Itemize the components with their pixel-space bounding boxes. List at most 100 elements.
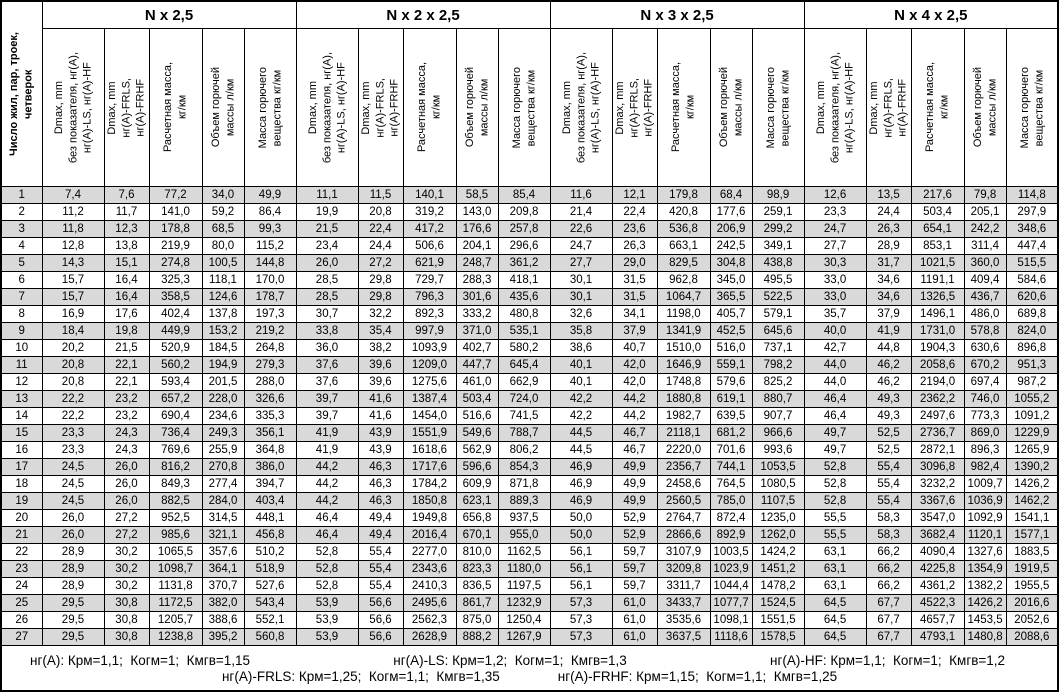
- footnote-line-2: нг(А)-FRLS: Крм=1,25; Когм=1,1; Кмгв=1,3…: [2, 668, 1057, 686]
- data-cell: 178,7: [243, 288, 297, 306]
- table-row: 25 29,5 30,8 1172,5 382,0 543,4 53,9 56,6 2495,6…: [0, 594, 1059, 612]
- data-cell: 15,7: [41, 288, 105, 306]
- data-cell: 382,0: [201, 594, 245, 612]
- data-cell: 1451,2: [751, 560, 805, 578]
- data-cell: 30,2: [103, 543, 150, 561]
- data-cell: 28,9: [41, 543, 105, 561]
- data-cell: 64,5: [803, 594, 867, 612]
- data-cell: 43,9: [357, 424, 404, 442]
- data-cell: 2872,1: [910, 441, 965, 459]
- data-cell: 4657,7: [910, 611, 965, 629]
- data-cell: 1578,5: [751, 628, 805, 646]
- data-cell: 966,6: [751, 424, 805, 442]
- data-cell: 2628,9: [402, 628, 457, 646]
- data-cell: 1003,5: [709, 543, 753, 561]
- data-cell: 67,7: [865, 611, 912, 629]
- data-cell: 982,4: [963, 458, 1007, 476]
- data-cell: 34,1: [611, 305, 658, 323]
- data-cell: 40,7: [611, 339, 658, 357]
- data-cell: 1080,5: [751, 475, 805, 493]
- data-cell: 50,0: [549, 526, 613, 544]
- data-cell: 510,2: [243, 543, 297, 561]
- data-cell: 810,0: [455, 543, 499, 561]
- data-cell: 333,2: [455, 305, 499, 323]
- data-cell: 35,4: [357, 322, 404, 340]
- data-cell: 15,1: [103, 254, 150, 272]
- data-cell: 403,4: [243, 492, 297, 510]
- data-cell: 724,0: [497, 390, 551, 408]
- data-cell: 2277,0: [402, 543, 457, 561]
- data-cell: 55,4: [865, 492, 912, 510]
- data-cell: 67,7: [865, 594, 912, 612]
- data-cell: 24,5: [41, 475, 105, 493]
- footnote-ng-a-ls: нг(А)-LS: Крм=1,2; Когм=1; Кмгв=1,3: [393, 653, 627, 668]
- data-cell: 1172,5: [148, 594, 203, 612]
- data-cell: 63,1: [803, 577, 867, 595]
- data-cell: 371,0: [455, 322, 499, 340]
- data-cell: 1454,0: [402, 407, 457, 425]
- data-cell: 24,3: [103, 424, 150, 442]
- data-cell: 889,3: [497, 492, 551, 510]
- data-cell: 1748,8: [656, 373, 711, 391]
- row-number-cell: 23: [0, 560, 43, 578]
- data-cell: 1065,5: [148, 543, 203, 561]
- column-header: Dmax, mm нг(А)-FRLS, нг(А)-FRHF: [357, 28, 404, 187]
- data-cell: 12,1: [611, 186, 658, 204]
- data-cell: 42,2: [549, 390, 613, 408]
- data-cell: 12,8: [41, 237, 105, 255]
- data-cell: 40,0: [803, 322, 867, 340]
- column-header: Dmax, mm без показателя, нг(А), нг(А)-LS…: [803, 28, 867, 187]
- data-cell: 57,3: [549, 628, 613, 646]
- row-number-cell: 5: [0, 254, 43, 272]
- data-cell: 19,9: [295, 203, 359, 221]
- data-cell: 871,8: [497, 475, 551, 493]
- data-cell: 2016,6: [1005, 594, 1059, 612]
- data-cell: 452,5: [709, 322, 753, 340]
- data-cell: 4522,3: [910, 594, 965, 612]
- data-cell: 764,5: [709, 475, 753, 493]
- row-number-cell: 9: [0, 322, 43, 340]
- data-cell: 623,1: [455, 492, 499, 510]
- data-cell: 46,2: [865, 373, 912, 391]
- data-cell: 620,6: [1005, 288, 1059, 306]
- data-cell: 1235,0: [751, 509, 805, 527]
- data-cell: 29,8: [357, 288, 404, 306]
- data-cell: 38,6: [549, 339, 613, 357]
- data-cell: 951,3: [1005, 356, 1059, 374]
- data-cell: 24,5: [41, 492, 105, 510]
- data-cell: 217,6: [910, 186, 965, 204]
- data-cell: 209,8: [497, 203, 551, 221]
- column-header-label: Dmax, mm нг(А)-FRLS, нг(А)-FRHF: [868, 77, 909, 138]
- data-cell: 49,7: [803, 441, 867, 459]
- column-header: Dmax, mm нг(А)-FRLS, нг(А)-FRHF: [865, 28, 912, 187]
- data-cell: 3433,7: [656, 594, 711, 612]
- data-cell: 52,8: [295, 560, 359, 578]
- data-cell: 1354,9: [963, 560, 1007, 578]
- data-cell: 30,8: [103, 628, 150, 646]
- data-cell: 449,9: [148, 322, 203, 340]
- data-cell: 1131,8: [148, 577, 203, 595]
- data-cell: 1191,1: [910, 271, 965, 289]
- row-number-cell: 27: [0, 628, 43, 646]
- data-cell: 645,6: [751, 322, 805, 340]
- data-cell: 46,2: [865, 356, 912, 374]
- data-cell: 37,6: [295, 356, 359, 374]
- data-cell: 124,6: [201, 288, 245, 306]
- data-cell: 1009,7: [963, 475, 1007, 493]
- data-cell: 115,2: [243, 237, 297, 255]
- data-cell: 560,2: [148, 356, 203, 374]
- column-header-label: Dmax, mm нг(А)-FRLS, нг(А)-FRHF: [360, 77, 401, 138]
- data-cell: 1541,1: [1005, 509, 1059, 527]
- data-cell: 26,3: [865, 220, 912, 238]
- footnote-ng-a-frhf: нг(А)-FRHF: Крм=1,15; Когм=1,1; Кмгв=1,2…: [557, 669, 838, 684]
- data-cell: 29,0: [611, 254, 658, 272]
- row-number-cell: 6: [0, 271, 43, 289]
- data-cell: 2560,5: [656, 492, 711, 510]
- data-cell: 301,6: [455, 288, 499, 306]
- data-cell: 2058,6: [910, 356, 965, 374]
- data-cell: 1044,4: [709, 577, 753, 595]
- data-cell: 140,1: [402, 186, 457, 204]
- data-cell: 16,4: [103, 271, 150, 289]
- column-header-label: Расчетная масса, кг/км: [670, 62, 697, 153]
- data-cell: 144,8: [243, 254, 297, 272]
